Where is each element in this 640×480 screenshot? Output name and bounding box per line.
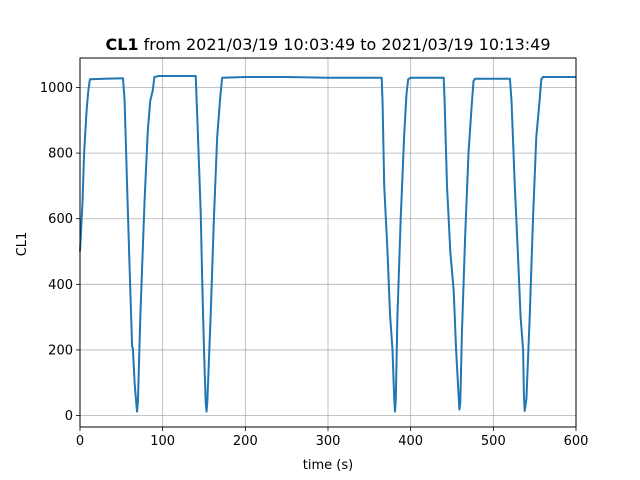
x-tick-label: 400 (398, 434, 423, 449)
chart-title-rest: from 2021/03/19 10:03:49 to 2021/03/19 1… (139, 35, 551, 54)
y-tick-label: 1000 (40, 81, 73, 96)
grid-lines (79, 58, 577, 427)
y-axis-label: CL1 (15, 232, 30, 257)
x-tick-label: 300 (316, 434, 341, 449)
x-tick-label: 0 (76, 434, 84, 449)
x-axis-label: time (s) (303, 458, 353, 473)
y-tick-label: 600 (48, 212, 73, 227)
series-line (79, 75, 576, 413)
y-tick-label: 0 (65, 409, 73, 424)
chart-title: CL1 from 2021/03/19 10:03:49 to 2021/03/… (105, 35, 550, 54)
y-tick-label: 400 (48, 278, 73, 293)
x-tick-label: 100 (150, 434, 175, 449)
x-tick-label: 200 (233, 434, 258, 449)
chart-title-bold: CL1 (105, 35, 138, 54)
x-axis: 0 100 200 300 400 500 600 (76, 427, 589, 449)
data-series (79, 75, 576, 413)
y-tick-label: 200 (48, 343, 73, 358)
y-axis: 0 200 400 600 800 1000 (40, 81, 80, 424)
x-tick-label: 500 (481, 434, 506, 449)
y-tick-label: 800 (48, 147, 73, 162)
x-tick-label: 600 (564, 434, 589, 449)
